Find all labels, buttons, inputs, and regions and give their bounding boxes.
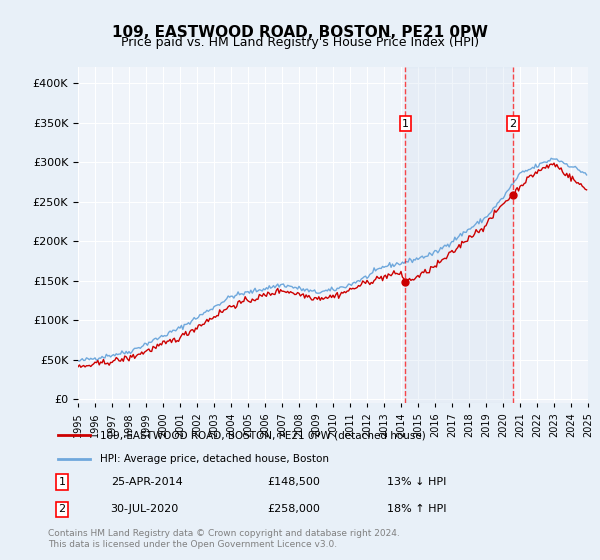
Text: 18% ↑ HPI: 18% ↑ HPI	[388, 505, 447, 515]
Text: £258,000: £258,000	[267, 505, 320, 515]
Text: 109, EASTWOOD ROAD, BOSTON, PE21 0PW: 109, EASTWOOD ROAD, BOSTON, PE21 0PW	[112, 25, 488, 40]
Text: Contains HM Land Registry data © Crown copyright and database right 2024.
This d: Contains HM Land Registry data © Crown c…	[48, 529, 400, 549]
Text: HPI: Average price, detached house, Boston: HPI: Average price, detached house, Bost…	[100, 454, 329, 464]
Text: 2: 2	[58, 505, 65, 515]
Text: Price paid vs. HM Land Registry's House Price Index (HPI): Price paid vs. HM Land Registry's House …	[121, 36, 479, 49]
Bar	[405, 67, 513, 403]
Text: 1: 1	[58, 477, 65, 487]
Text: 1: 1	[402, 119, 409, 129]
Text: 30-JUL-2020: 30-JUL-2020	[110, 505, 179, 515]
Text: 2: 2	[509, 119, 517, 129]
Text: 109, EASTWOOD ROAD, BOSTON, PE21 0PW (detached house): 109, EASTWOOD ROAD, BOSTON, PE21 0PW (de…	[100, 431, 426, 440]
Text: 25-APR-2014: 25-APR-2014	[110, 477, 182, 487]
Text: 13% ↓ HPI: 13% ↓ HPI	[388, 477, 446, 487]
Text: £148,500: £148,500	[267, 477, 320, 487]
